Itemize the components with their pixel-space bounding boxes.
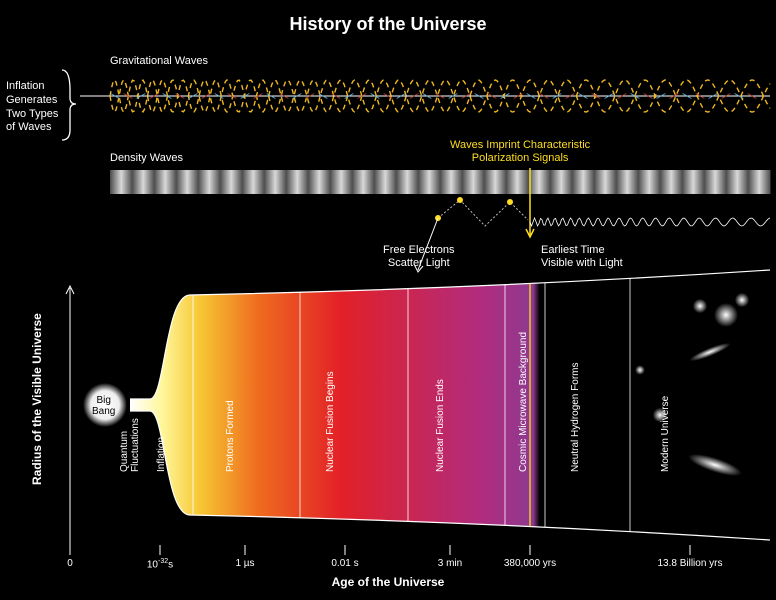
density-band [198,170,221,194]
x-tick-label: 3 min [405,558,495,569]
density-band [176,170,199,194]
x-tick-label: 13.8 Billion yrs [645,558,735,569]
density-band [374,170,397,194]
density-waves-label: Density Waves [110,152,183,164]
density-band [110,170,133,194]
density-band [682,170,705,194]
galaxy-icon [735,293,749,307]
density-band [220,170,243,194]
epoch-label: Nuclear Fusion Begins [325,371,336,472]
density-band [330,170,353,194]
x-tick-label: 10-32s [115,558,205,570]
x-tick-label: 1 µs [200,558,290,569]
inflation-generates-label: InflationGeneratesTwo Typesof Waves [6,80,58,135]
polarization-label: Waves Imprint CharacteristicPolarization… [450,139,590,165]
light-wave [530,218,770,226]
galaxy-icon [693,299,707,313]
epoch-label: QuantumFluctuations [120,418,141,472]
density-band [506,170,529,194]
density-band [572,170,595,194]
epoch-label: Neutral Hydrogen Forms [570,363,581,472]
density-band [638,170,661,194]
density-band [396,170,419,194]
scatter-path [438,200,528,226]
density-band [286,170,309,194]
main-title: History of the Universe [0,14,776,35]
density-band [660,170,683,194]
density-band [748,170,771,194]
brace-icon [62,70,76,140]
density-band [726,170,749,194]
density-band [242,170,265,194]
big-bang-label: BigBang [92,395,115,417]
epoch-label: Modern Universe [660,396,671,472]
earliest-visible-label: Earliest TimeVisible with Light [541,244,623,270]
epoch-label: Nuclear Fusion Ends [435,379,446,472]
density-band [308,170,331,194]
density-band [352,170,375,194]
x-tick-label: 380,000 yrs [485,558,575,569]
density-band [264,170,287,194]
x-tick-label: 0.01 s [300,558,390,569]
density-band [440,170,463,194]
y-axis-label: Radius of the Visible Universe [30,313,44,485]
epoch-label: Inflation [156,437,167,472]
density-band [484,170,507,194]
epoch-label: Cosmic Microwave Background [518,332,529,472]
density-band [462,170,485,194]
density-band [704,170,727,194]
x-axis-label: Age of the Universe [0,575,776,589]
density-band [132,170,155,194]
density-band [418,170,441,194]
galaxy-icon [635,365,645,375]
density-band [154,170,177,194]
density-band [528,170,551,194]
gravitational-waves-label: Gravitational Waves [110,55,208,67]
epoch-label: Protons Formed [225,400,236,472]
universe-history-diagram [0,0,776,600]
density-band [550,170,573,194]
density-band [594,170,617,194]
galaxy-icon [714,303,738,327]
density-band [616,170,639,194]
x-tick-label: 0 [25,558,115,569]
scatter-label: Free ElectronsScatter Light [383,244,455,270]
